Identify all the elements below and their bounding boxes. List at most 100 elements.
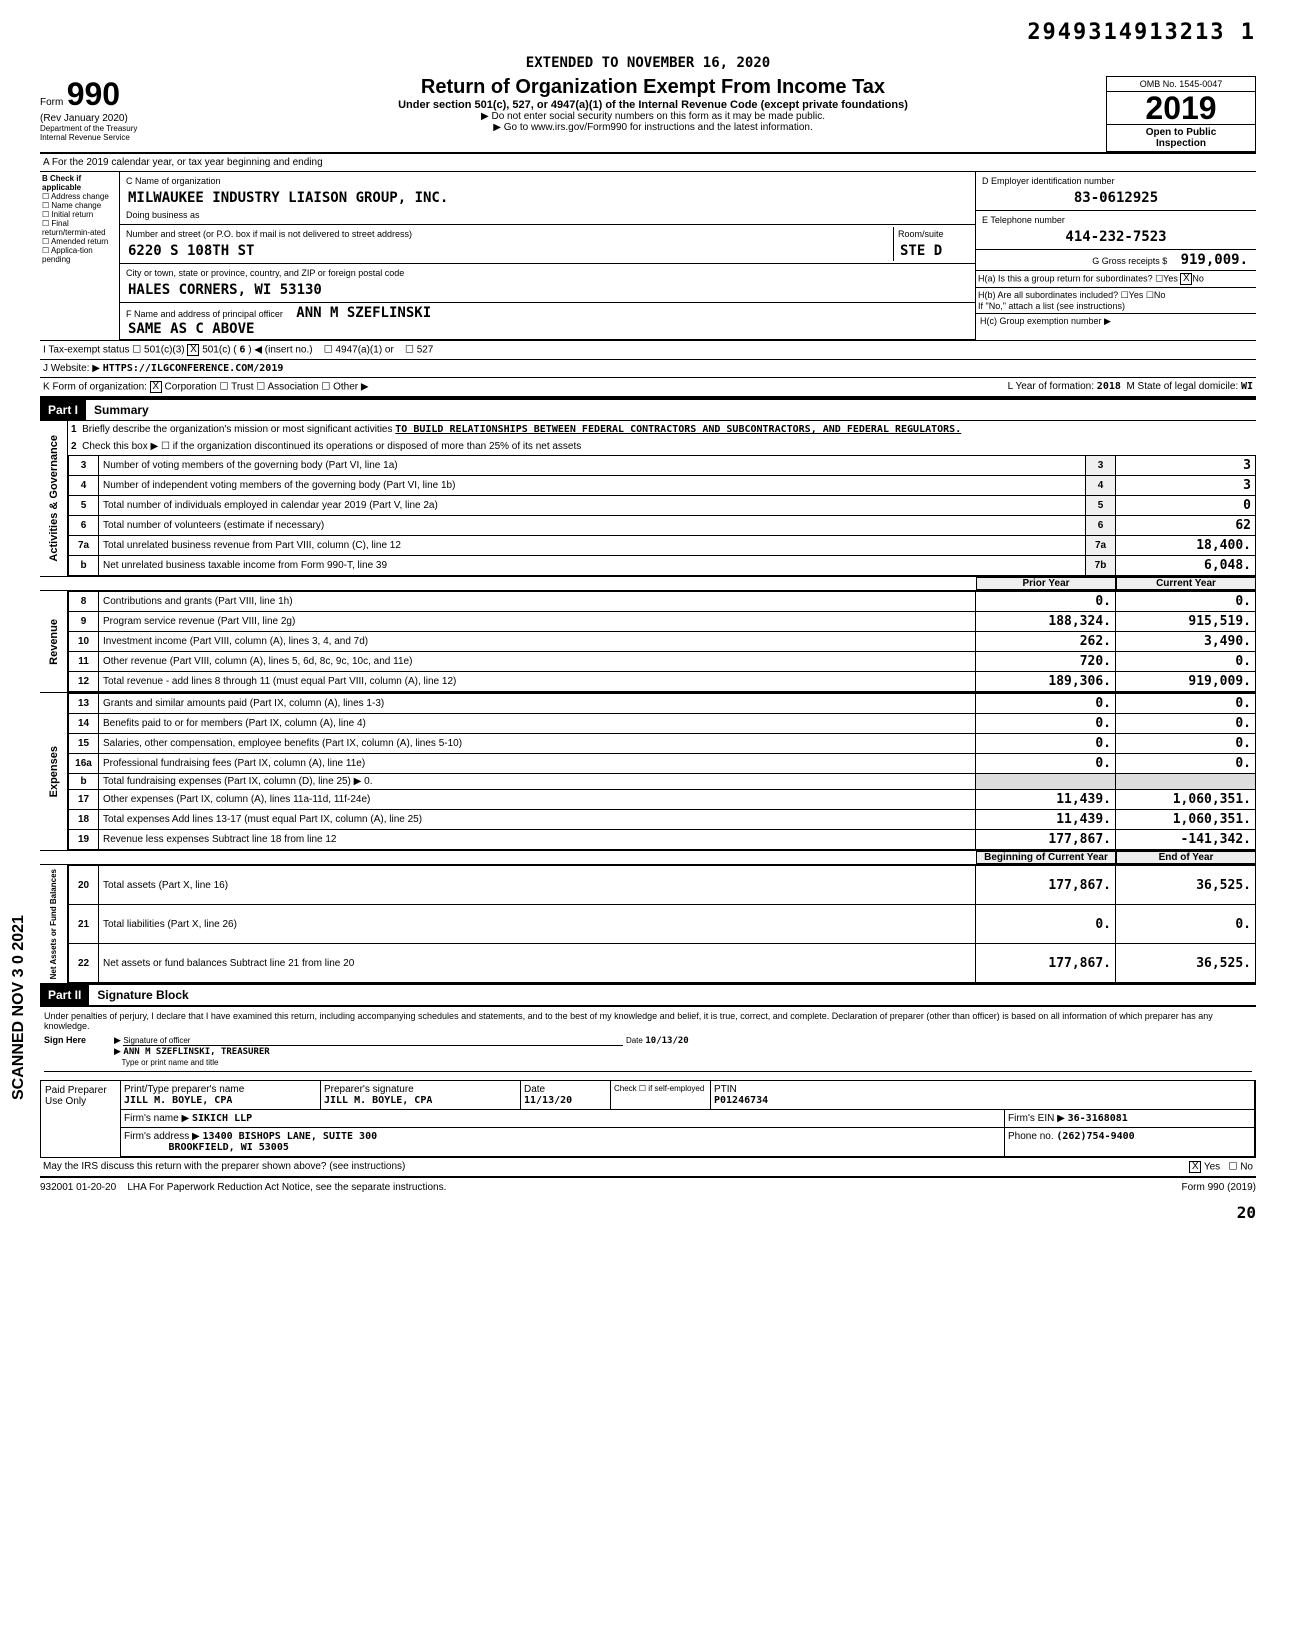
dba-label: Doing business as xyxy=(122,208,973,222)
line-num: 14 xyxy=(69,714,99,734)
date-label: Date xyxy=(626,1036,643,1045)
street-addr: 6220 S 108TH ST xyxy=(122,241,893,261)
line-num: 20 xyxy=(69,866,99,905)
current-year-header: Current Year xyxy=(1116,577,1256,590)
dept-treasury: Department of the Treasury xyxy=(40,124,200,133)
insert-no: ) ◀ (insert no.) xyxy=(248,345,312,356)
form-number: 990 xyxy=(67,76,120,112)
firm-ein-label: Firm's EIN ▶ xyxy=(1008,1113,1065,1124)
line-label: Professional fundraising fees (Part IX, … xyxy=(99,754,976,774)
h-attach: If "No," attach a list (see instructions… xyxy=(978,301,1125,311)
line-num: 17 xyxy=(69,790,99,810)
org-name: MILWAUKEE INDUSTRY LIAISON GROUP, INC. xyxy=(122,188,973,208)
current-value: 1,060,351. xyxy=(1116,810,1256,830)
line-label: Net assets or fund balances Subtract lin… xyxy=(99,944,976,983)
ssn-warning: ▶ Do not enter social security numbers o… xyxy=(200,111,1106,122)
firm-ein: 36-3168081 xyxy=(1068,1113,1128,1124)
line-box: 5 xyxy=(1086,496,1116,516)
501c-type: 501(c) ( xyxy=(202,345,236,356)
line-label: Investment income (Part VIII, column (A)… xyxy=(99,632,976,652)
paid-preparer-label: Paid Preparer Use Only xyxy=(41,1081,121,1157)
line-num: 21 xyxy=(69,905,99,944)
prior-value: 189,306. xyxy=(976,672,1116,692)
line-num: b xyxy=(69,556,99,576)
box-g-label: G Gross receipts $ xyxy=(1088,254,1171,268)
prior-value: 0. xyxy=(976,714,1116,734)
part2-header: Part II xyxy=(40,985,89,1005)
ha-no-check: X xyxy=(1180,273,1192,285)
room-label: Room/suite xyxy=(894,227,973,241)
year-formed: 2018 xyxy=(1097,381,1121,392)
current-value: -141,342. xyxy=(1116,830,1256,850)
line-label: Other revenue (Part VIII, column (A), li… xyxy=(99,652,976,672)
line-num: 19 xyxy=(69,830,99,850)
preparer-name-label: Print/Type preparer's name xyxy=(124,1084,317,1095)
open-public: Open to Public xyxy=(1146,127,1217,138)
goto-line: ▶ Go to www.irs.gov/Form990 for instruct… xyxy=(200,122,1106,133)
prior-value: 177,867. xyxy=(976,866,1116,905)
line1-label: Briefly describe the organization's miss… xyxy=(82,424,392,435)
sign-here-label: Sign Here xyxy=(44,1035,114,1067)
line-label: Revenue less expenses Subtract line 18 f… xyxy=(99,830,976,850)
discuss-yes: X xyxy=(1189,1161,1201,1173)
current-value: 0. xyxy=(1116,734,1256,754)
line-num: 15 xyxy=(69,734,99,754)
current-value: 915,519. xyxy=(1116,612,1256,632)
officer-addr: SAME AS C ABOVE xyxy=(122,319,260,339)
prior-year-header: Prior Year xyxy=(976,577,1116,590)
scanned-stamp: SCANNED NOV 3 0 2021 xyxy=(10,915,28,1100)
form-rev: (Rev January 2020) xyxy=(40,113,200,124)
subtitle: Under section 501(c), 527, or 4947(a)(1)… xyxy=(200,99,1106,111)
prior-value: 11,439. xyxy=(976,790,1116,810)
firm-city: BROOKFIELD, WI 53005 xyxy=(168,1142,288,1153)
firm-name: SIKICH LLP xyxy=(192,1113,252,1124)
prior-value: 720. xyxy=(976,652,1116,672)
line-num: 12 xyxy=(69,672,99,692)
footer-lha: LHA For Paperwork Reduction Act Notice, … xyxy=(127,1182,446,1193)
firm-addr-label: Firm's address ▶ xyxy=(124,1131,200,1142)
ptin-value: P01246734 xyxy=(714,1095,1251,1106)
prior-value: 0. xyxy=(976,694,1116,714)
phone: 414-232-7523 xyxy=(978,227,1254,247)
year-form-label: L Year of formation: xyxy=(1008,381,1094,392)
netassets-label: Net Assets or Fund Balances xyxy=(45,865,62,983)
line-num: b xyxy=(69,774,99,790)
box-e-label: E Telephone number xyxy=(978,213,1254,227)
line-label: Total fundraising expenses (Part IX, col… xyxy=(99,774,976,790)
box-c-label: C Name of organization xyxy=(122,174,973,188)
line-box: 7a xyxy=(1086,536,1116,556)
firm-name-label: Firm's name ▶ xyxy=(124,1113,189,1124)
line-label: Net unrelated business taxable income fr… xyxy=(99,556,1086,576)
line-value: 18,400. xyxy=(1116,536,1256,556)
current-value: 36,525. xyxy=(1116,944,1256,983)
current-value: 0. xyxy=(1116,652,1256,672)
room-value: STE D xyxy=(894,241,973,261)
form-label: Form xyxy=(40,97,63,108)
line-label: Other expenses (Part IX, column (A), lin… xyxy=(99,790,976,810)
extended-date: EXTENDED TO NOVEMBER 16, 2020 xyxy=(40,55,1256,71)
line-box: 6 xyxy=(1086,516,1116,536)
prep-date: 11/13/20 xyxy=(524,1095,607,1106)
line-num: 13 xyxy=(69,694,99,714)
page-number: 20 xyxy=(40,1203,1256,1222)
irs-label: Internal Revenue Service xyxy=(40,133,200,142)
footer-code: 932001 01-20-20 xyxy=(40,1182,116,1193)
officer-name: ANN M SZEFLINSKI xyxy=(290,303,437,323)
firm-phone-label: Phone no. xyxy=(1008,1131,1054,1142)
tax-year: 2019 xyxy=(1107,92,1255,124)
shaded-cell xyxy=(1116,774,1256,790)
line-num: 11 xyxy=(69,652,99,672)
form-header: Form 990 (Rev January 2020) Department o… xyxy=(40,76,1256,152)
line-value: 6,048. xyxy=(1116,556,1256,576)
box-d-label: D Employer identification number xyxy=(978,174,1254,188)
line-label: Total number of individuals employed in … xyxy=(99,496,1086,516)
h-c-label: H(c) Group exemption number ▶ xyxy=(976,314,1256,329)
line-num: 9 xyxy=(69,612,99,632)
line-value: 3 xyxy=(1116,456,1256,476)
form-org-label: K Form of organization: xyxy=(43,382,147,393)
line-label: Benefits paid to or for members (Part IX… xyxy=(99,714,976,734)
gross-receipts: 919,009. xyxy=(1175,250,1254,270)
current-value: 36,525. xyxy=(1116,866,1256,905)
line-box: 7b xyxy=(1086,556,1116,576)
line-label: Grants and similar amounts paid (Part IX… xyxy=(99,694,976,714)
